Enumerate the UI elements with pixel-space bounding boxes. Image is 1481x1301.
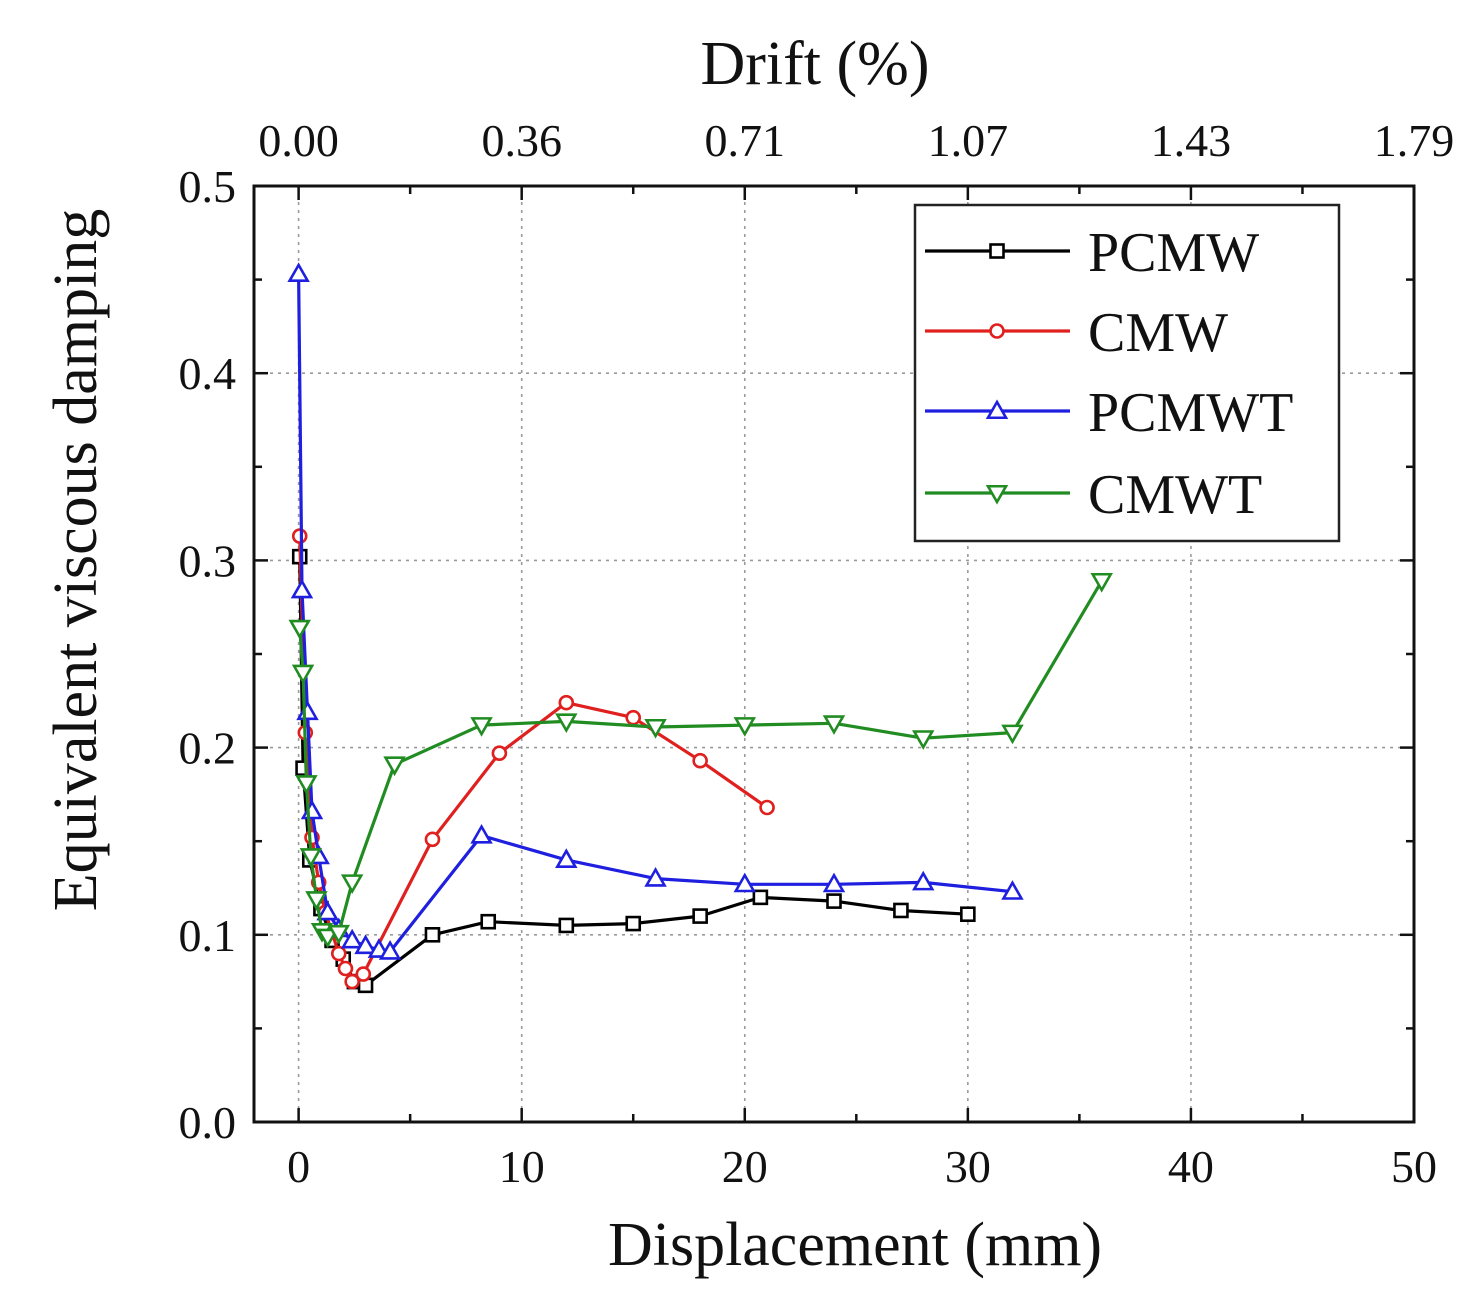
top-axis-title: Drift (%) [701,30,930,98]
data-point-cmwt [911,730,935,750]
series-line-cmwt [298,580,1104,939]
legend-label: PCMW [1088,222,1259,284]
top-tick-label: 1.43 [1151,115,1232,166]
data-point-cmwt [288,619,311,640]
data-point-cmw [337,960,354,977]
plot-series [287,262,1113,994]
series-pcmwt [287,262,1024,960]
data-point-cmwt [340,874,364,895]
data-point-cmw [355,966,372,982]
data-point-pcmwt [340,928,364,949]
data-point-pcmwt [378,940,402,960]
data-point-pcmw [692,908,708,924]
data-point-pcmw [480,913,497,930]
data-point-cmw [424,831,441,848]
data-point-cmwt [295,775,318,795]
data-point-pcmwt [470,823,493,844]
data-point-pcmwt [733,872,757,893]
series-cmwt [288,572,1113,949]
data-point-pcmwt [290,578,314,599]
x-tick-label: 0 [287,1141,310,1192]
data-point-cmw [692,752,708,769]
data-point-cmwt [316,928,339,949]
data-point-pcmwt [822,872,846,893]
top-tick-label: 0.36 [481,115,562,166]
y-tick-label: 0.4 [179,348,237,399]
legend-box [913,203,1341,543]
data-point-pcmw [424,926,441,943]
data-point-pcmwt [911,870,935,891]
data-point-pcmwt [316,900,339,921]
legend-marker [985,484,1009,505]
data-point-cmw [330,945,347,962]
data-point-cmwt [1090,572,1113,593]
data-point-cmwt [327,924,351,945]
data-point-cmw [558,694,575,711]
data-point-cmwt [644,718,667,739]
data-point-pcmw [558,917,575,934]
grid-lines [254,186,1414,1122]
x-axis-title: Displacement (mm) [608,1211,1102,1279]
data-point-pcmw [893,902,909,919]
data-point-cmw [344,973,360,990]
legend-item-cmwt: CMWT [925,464,1262,526]
data-point-pcmwt [354,934,377,955]
x-tick-label: 30 [945,1141,991,1192]
y-axis-title: Equivalent viscous damping [42,209,110,912]
legend-marker [985,399,1009,420]
axis-ticks [254,184,1416,1124]
legend-item-pcmw: PCMW [925,222,1259,284]
data-point-cmw [491,745,508,762]
tick-labels: 0 10 20 30 40 50 0.00 0.36 0.71 1.07 1.43 1.79 0.0 0.… [179,115,1455,1192]
data-point-pcmw [625,915,642,932]
y-tick-label: 0.3 [179,535,237,586]
legend-label: CMW [1088,302,1228,364]
legend-item-cmw: CMW [925,302,1228,364]
data-point-pcmw [752,889,769,906]
legend-label: CMWT [1088,464,1262,526]
data-point-cmwt [733,717,757,737]
data-point-cmwt [470,717,493,737]
data-point-cmw [759,799,775,816]
series-line-pcmwt [297,273,1013,954]
data-point-pcmwt [1001,880,1024,900]
x-tick-label: 50 [1391,1141,1437,1192]
data-point-pcmwt [644,867,667,887]
y-tick-label: 0.0 [179,1097,237,1148]
data-point-pcmw [826,893,842,909]
data-point-cmwt [555,713,578,734]
legend-label: PCMWT [1088,382,1293,444]
data-point-cmwt [383,756,406,777]
data-point-cmw [291,528,308,544]
y-tick-label: 0.5 [179,161,237,212]
y-tick-label: 0.2 [179,723,237,774]
legend-marker [989,323,1005,339]
data-point-pcmwt [287,262,310,283]
x-tick-label: 10 [499,1141,545,1192]
top-tick-label: 1.07 [928,115,1009,166]
y-tick-label: 0.1 [179,910,237,961]
top-tick-label: 0.71 [705,115,786,166]
data-point-cmw [625,709,642,726]
legend-item-pcmwt: PCMWT [925,382,1293,444]
data-point-cmwt [291,664,315,685]
top-tick-label: 0.00 [258,115,339,166]
data-point-cmwt [305,891,328,911]
x-tick-label: 40 [1168,1141,1214,1192]
data-point-cmwt [822,715,846,735]
x-tick-label: 20 [722,1141,768,1192]
legend: PCMW CMW PCMWT CMWT [913,203,1341,543]
data-point-cmwt [1001,724,1024,745]
legend-marker [989,243,1005,259]
data-point-pcmw [960,906,976,923]
top-tick-label: 1.79 [1374,115,1455,166]
data-point-pcmwt [555,848,578,868]
data-point-cmwt [299,848,323,868]
